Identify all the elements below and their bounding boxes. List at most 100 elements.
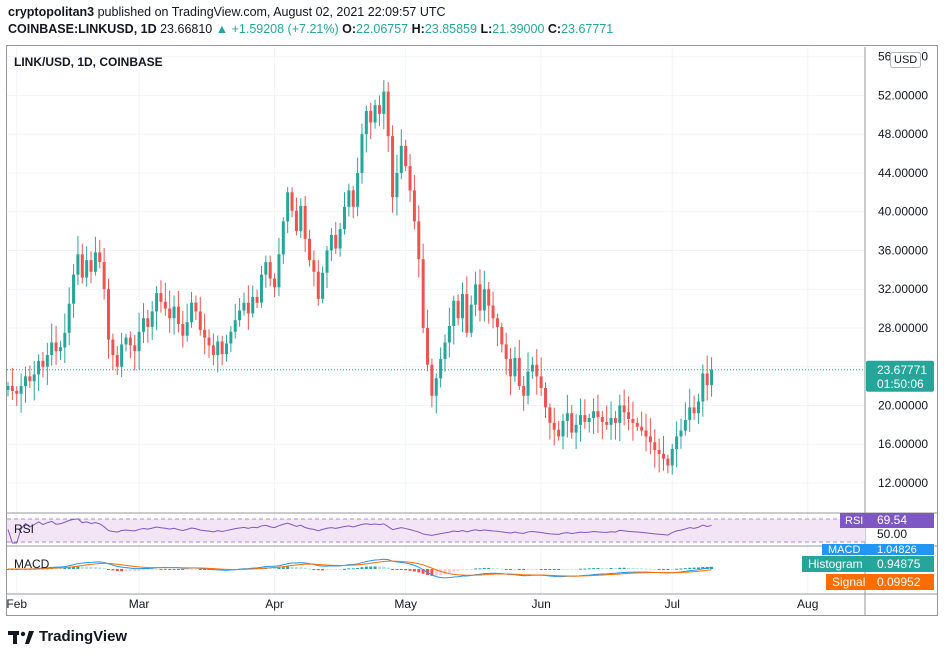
y-tick-label: 44.00000 [878,166,928,180]
candle [675,421,679,467]
y-tick-label: 16.00000 [878,437,928,451]
candle [548,403,552,440]
candle [670,443,674,475]
candle [93,236,97,276]
histogram-bar [155,569,159,570]
candle [583,399,587,429]
candle-body [303,205,307,239]
candle-body [76,254,80,275]
candle [102,247,106,300]
histogram-bar [517,569,521,570]
histogram-bar [666,569,670,570]
candle [194,295,198,321]
candle-body [495,318,499,327]
histogram-bar [587,568,591,570]
candle [172,295,176,335]
rsi-value-badge [866,513,934,528]
histogram-bar [342,568,346,570]
candle-body [696,401,700,414]
candle [124,333,128,352]
candle [456,294,460,326]
candle [539,357,543,397]
candle-body [657,450,661,454]
candle [356,157,360,217]
histogram-bar [675,568,679,570]
histogram-bar [190,569,194,570]
candle [605,405,609,430]
histogram-bar [286,566,290,569]
histogram-bar [54,568,58,570]
publisher-name[interactable]: cryptopolitan3 [8,5,95,19]
candle-body [443,342,447,359]
candle [294,197,298,236]
candle-body [85,260,89,278]
candle [500,322,504,353]
candle [273,273,277,298]
candle [41,351,45,378]
y-tick-label: 28.00000 [878,321,928,335]
candle [592,398,596,434]
candle [491,291,495,329]
histogram-bar [391,569,395,570]
histogram-bar [194,569,198,570]
high-label: H: [411,22,425,36]
histogram-bar [609,567,613,569]
histogram-bar [386,567,390,569]
candle-body [705,373,709,386]
candle-body [98,252,102,263]
candle [72,263,76,318]
histogram-bar [146,569,150,570]
candle [63,313,67,363]
candle-body [412,190,416,222]
candle-body [613,418,617,423]
candle [303,195,307,252]
candle [286,187,290,234]
candle-body [644,430,648,437]
candle-body [286,192,290,222]
candle [395,154,399,216]
candle [504,332,508,375]
candle [382,80,386,130]
histogram-bar [356,567,360,569]
histogram-bar [696,567,700,569]
candle [277,237,281,297]
histogram-bar [513,569,517,570]
candle-body [404,145,408,167]
candle-body [220,341,224,355]
open-label: O: [342,22,356,36]
histogram-bar [627,567,631,569]
histogram-bar [600,568,604,570]
candle-body [426,327,430,365]
currency-button[interactable]: USD [890,52,922,68]
candle [443,334,447,372]
histogram-bar [570,569,574,570]
histogram-bar [111,569,115,571]
candle-body [491,305,495,319]
candle [578,398,582,442]
histogram-bar [465,569,469,570]
candle [23,366,27,403]
candle-body [622,405,626,413]
histogram-bar [329,569,333,570]
tradingview-logo[interactable]: TradingView [8,628,127,645]
histogram-bar [360,567,364,569]
candle [544,382,548,418]
histogram-bar [592,568,596,570]
candle [85,246,89,287]
histogram-bar [596,568,600,570]
histogram-bar [137,569,141,571]
candle-body [417,221,421,260]
candle [426,309,430,372]
candle [373,99,377,129]
candle [710,357,714,397]
candle-body [290,192,294,211]
candle-body [107,289,111,340]
publish-info: cryptopolitan3 published on TradingView.… [8,5,446,19]
candle-body [618,405,622,423]
candle-body [37,360,41,375]
candle [155,286,159,330]
histogram-bar [163,568,167,570]
candle-body [259,274,263,303]
candle-body [356,172,360,207]
